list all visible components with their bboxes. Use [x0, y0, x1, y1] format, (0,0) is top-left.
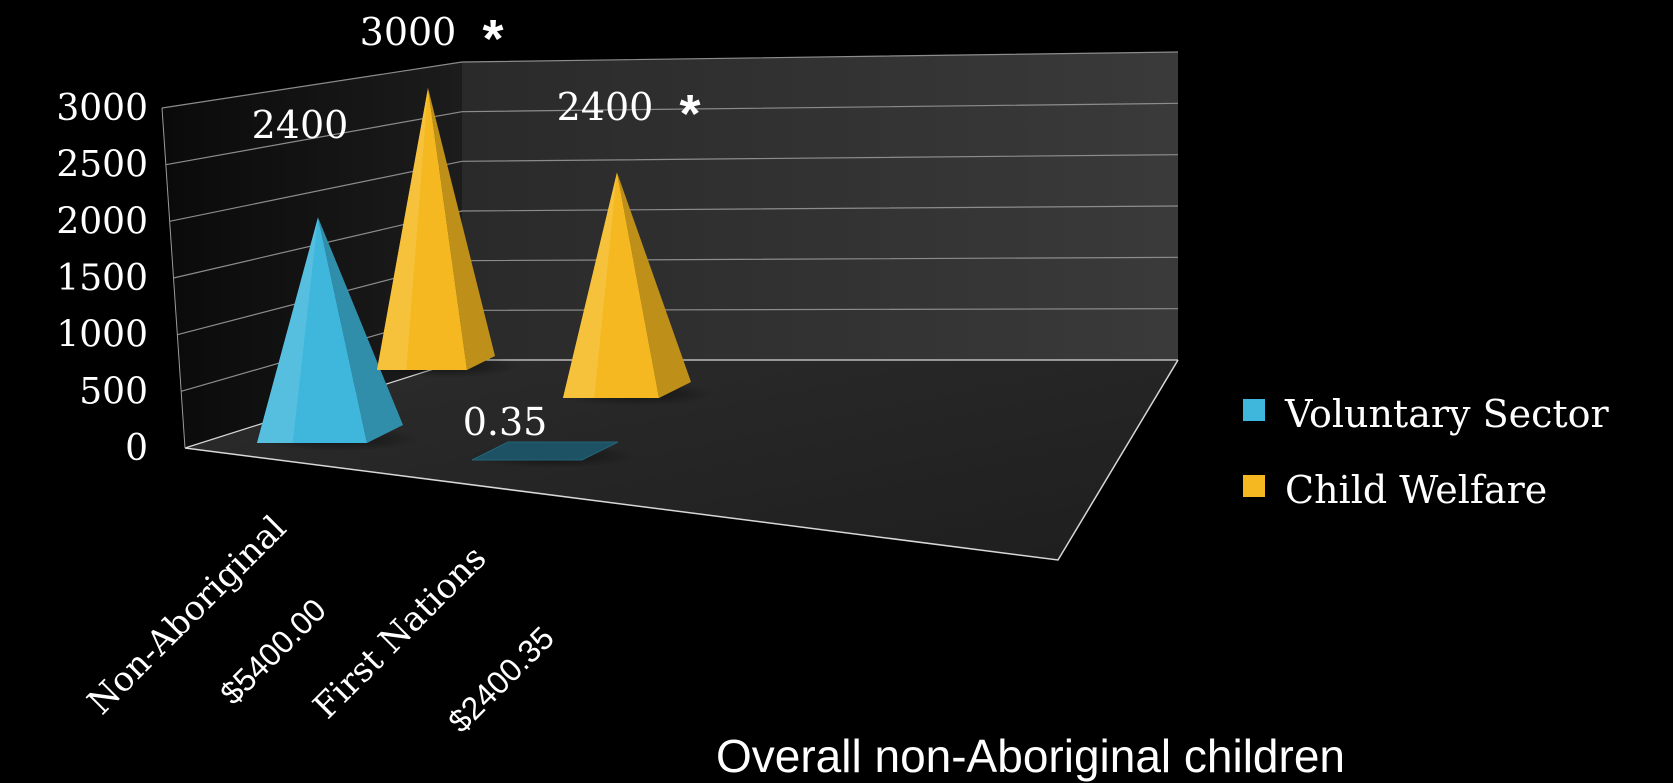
y-tick-label: 0	[125, 428, 148, 469]
legend-swatch-child-welfare	[1243, 475, 1265, 497]
y-tick-label: 2000	[56, 201, 148, 242]
significance-marker: *	[679, 84, 700, 144]
gridline	[161, 51, 1179, 109]
chart-marks	[254, 88, 712, 468]
data-label: 0.35	[463, 400, 548, 444]
legend: Voluntary Sector Child Welfare	[1243, 392, 1610, 512]
y-tick-label: 1000	[56, 315, 148, 356]
gridline	[169, 154, 1179, 222]
legend-label-voluntary-sector: Voluntary Sector	[1284, 392, 1610, 436]
chart-caption: Overall non-Aboriginal children	[716, 730, 1345, 782]
y-tick-label: 1500	[56, 258, 148, 299]
y-tick-label: 3000	[56, 88, 148, 129]
pyramid-child-welfare-first-nations	[560, 172, 712, 406]
category-total-first-nations: $2400.35	[441, 619, 561, 739]
axis-edge-left	[161, 107, 186, 449]
gridline	[173, 205, 1179, 279]
y-axis-tick-labels: 0 500 1000 1500 2000 2500 3000	[56, 88, 148, 469]
legend-item-voluntary-sector: Voluntary Sector	[1243, 392, 1610, 436]
pyramid-voluntary-sector-first-nations	[469, 441, 635, 468]
axis-edge	[184, 359, 1179, 561]
legend-item-child-welfare: Child Welfare	[1243, 468, 1547, 512]
gridline	[165, 102, 1179, 166]
y-tick-label: 500	[79, 371, 148, 412]
significance-marker: *	[482, 9, 503, 69]
y-tick-label: 2500	[56, 145, 148, 186]
data-label: 2400	[557, 85, 654, 129]
data-label: 2400	[252, 103, 349, 147]
pyramid-voluntary-sector-non-aboriginal	[254, 217, 420, 451]
category-label-non-aboriginal: Non-Aboriginal	[80, 508, 294, 722]
x-axis-category-labels: Non-Aboriginal $5400.00 First Nations $2…	[80, 508, 561, 739]
floor	[185, 360, 1178, 560]
legend-swatch-voluntary-sector	[1243, 399, 1265, 421]
data-labels: 2400 3000 * 0.35 2400 *	[252, 9, 701, 444]
data-label: 3000	[360, 10, 457, 54]
pyramid-child-welfare-non-aboriginal	[374, 88, 520, 378]
legend-label-child-welfare: Child Welfare	[1285, 468, 1547, 512]
